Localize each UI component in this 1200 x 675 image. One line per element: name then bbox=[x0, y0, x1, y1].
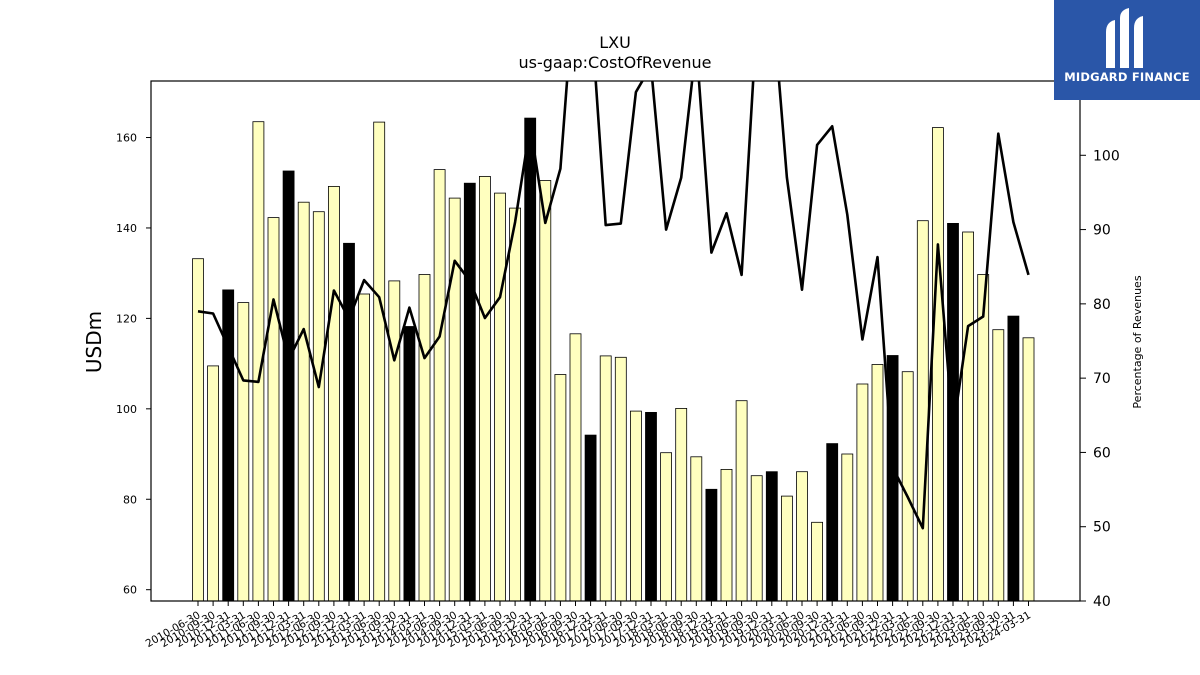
y2-tick-label: 60 bbox=[1093, 445, 1111, 461]
bar-2016-06-30 bbox=[554, 374, 567, 602]
cost-pct-line bbox=[197, 81, 1030, 530]
bar-2018-06-30 bbox=[675, 407, 688, 602]
bar-2010-06-30 bbox=[192, 258, 204, 602]
brand-mark-icon bbox=[1106, 8, 1143, 68]
brand-name: MIDGARD FINANCE bbox=[1064, 70, 1190, 84]
bar-2011-03-31 bbox=[237, 302, 250, 602]
y-tick-label: 80 bbox=[123, 493, 137, 506]
chart-subtitle: us-gaap:CostOfRevenue bbox=[518, 53, 711, 72]
bar-2020-09-30 bbox=[811, 521, 823, 602]
bar-2023-09-30 bbox=[992, 329, 1005, 602]
bar-2012-06-30 bbox=[312, 211, 325, 602]
bar-2011-09-30 bbox=[267, 217, 280, 602]
bar-2020-03-31 bbox=[781, 495, 793, 602]
y2-tick-label: 80 bbox=[1093, 297, 1111, 313]
bar-2013-06-30 bbox=[373, 121, 386, 602]
bar-2019-06-30 bbox=[735, 400, 748, 602]
bar-2019-09-30 bbox=[750, 475, 763, 602]
bar-2015-06-30 bbox=[494, 192, 506, 602]
bar-2014-03-31 bbox=[418, 274, 431, 602]
bar-2011-12-31 bbox=[282, 170, 295, 602]
bar-2018-03-31 bbox=[660, 452, 672, 602]
bar-2021-12-31 bbox=[886, 355, 899, 602]
y-tick-label: 160 bbox=[116, 132, 137, 145]
bar-2014-06-30 bbox=[433, 169, 446, 602]
bar-2022-03-31 bbox=[901, 371, 914, 602]
bar-2021-06-30 bbox=[856, 383, 869, 602]
bar-2017-03-31 bbox=[599, 355, 612, 602]
y-axis: 60 80 100 120 140 160 bbox=[116, 132, 151, 597]
bar-2013-12-31 bbox=[403, 326, 416, 602]
y2-tick-label: 50 bbox=[1093, 520, 1111, 536]
y-tick-label: 120 bbox=[116, 312, 137, 325]
bar-2023-03-31 bbox=[962, 231, 974, 602]
x-axis: 2010-06-302010-09-302010-12-312011-03-31… bbox=[144, 601, 1033, 650]
bar-2016-03-31 bbox=[539, 180, 552, 602]
bar-2016-12-31 bbox=[584, 434, 597, 602]
y-tick-label: 100 bbox=[116, 403, 137, 416]
bar-2013-09-30 bbox=[388, 280, 401, 602]
bar-2012-03-31 bbox=[297, 201, 310, 602]
bar-2021-03-31 bbox=[841, 453, 854, 602]
bar-2016-09-30 bbox=[569, 333, 582, 602]
y2-tick-label: 90 bbox=[1093, 223, 1111, 239]
brand-logo: MIDGARD FINANCE bbox=[1054, 0, 1200, 100]
bar-2019-12-31 bbox=[765, 471, 778, 602]
y2-axis-label: Percentage of Revenues bbox=[1131, 275, 1144, 408]
y2-tick-label: 70 bbox=[1093, 371, 1111, 387]
bar-2014-09-30 bbox=[448, 197, 461, 602]
bar-2017-06-30 bbox=[614, 356, 627, 602]
bar-2015-09-30 bbox=[509, 207, 522, 602]
y-tick-label: 140 bbox=[116, 222, 137, 235]
bar-2012-12-31 bbox=[343, 242, 355, 602]
chart-title: LXU bbox=[599, 33, 631, 52]
bar-2020-12-31 bbox=[826, 443, 839, 602]
bar-2019-03-31 bbox=[720, 468, 733, 602]
line-series bbox=[197, 81, 1030, 530]
bar-2013-03-31 bbox=[358, 293, 371, 602]
bar-2022-06-30 bbox=[916, 220, 929, 602]
bar-2023-06-30 bbox=[977, 274, 990, 602]
bar-2023-12-31 bbox=[1007, 315, 1020, 602]
y-axis-label: USDm bbox=[82, 311, 106, 373]
bar-2021-09-30 bbox=[871, 364, 884, 602]
bar-2017-12-31 bbox=[645, 411, 657, 602]
bar-2022-09-30 bbox=[932, 127, 944, 602]
bar-2012-09-30 bbox=[327, 185, 340, 602]
bar-2018-09-30 bbox=[690, 456, 703, 602]
y2-tick-label: 100 bbox=[1093, 148, 1120, 164]
bar-2014-12-31 bbox=[463, 182, 476, 602]
plot-frame bbox=[150, 80, 1081, 602]
bar-2024-03-31 bbox=[1022, 337, 1035, 602]
bar-2015-03-31 bbox=[478, 175, 491, 602]
bar-series bbox=[192, 117, 1035, 602]
y-tick-label: 60 bbox=[123, 584, 137, 597]
bar-2015-12-31 bbox=[524, 117, 537, 602]
y2-axis: 40 50 60 70 80 90 100 bbox=[1080, 148, 1120, 610]
bar-2020-06-30 bbox=[796, 471, 808, 602]
bar-2018-12-31 bbox=[705, 488, 718, 602]
bar-2010-09-30 bbox=[207, 365, 220, 602]
bar-2017-09-30 bbox=[630, 410, 642, 602]
y2-tick-label: 40 bbox=[1093, 594, 1111, 610]
